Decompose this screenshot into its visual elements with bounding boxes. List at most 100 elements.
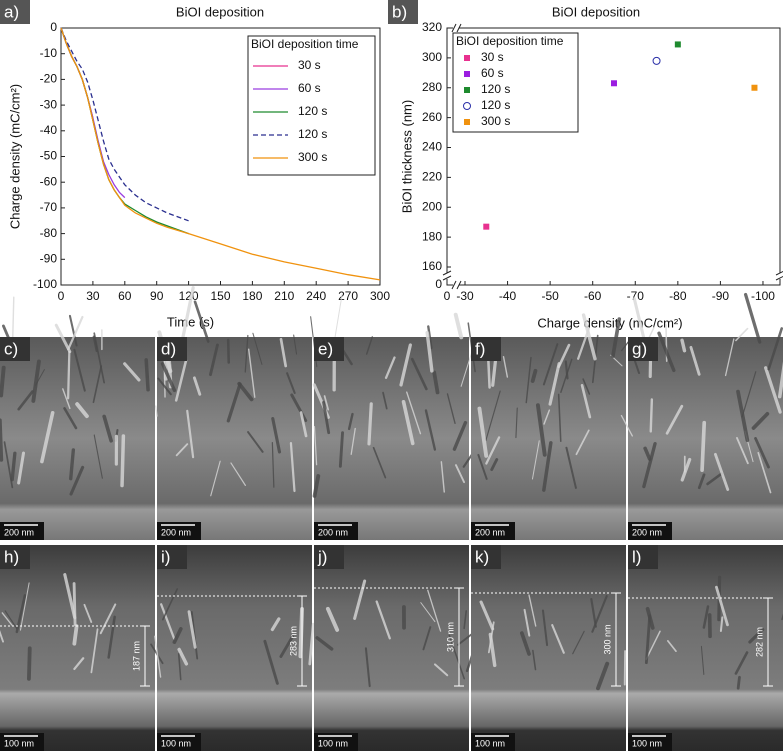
sem-flake — [252, 332, 263, 365]
x-tick-label: 120 — [179, 289, 199, 303]
panel-label-box — [628, 545, 658, 569]
data-point — [652, 56, 661, 65]
sem-flake — [515, 407, 518, 439]
sem-flake — [557, 393, 562, 443]
sem-flake — [706, 472, 723, 486]
panel-label: i) — [161, 547, 170, 566]
sem-flake — [736, 389, 750, 443]
sem-flake — [548, 362, 561, 406]
sem-flake — [160, 362, 177, 393]
sem-flake — [63, 573, 77, 620]
sem-flake — [247, 431, 264, 453]
y-tick-label: -60 — [40, 174, 58, 188]
sem-flake — [736, 436, 749, 465]
panel-label-box — [0, 0, 30, 24]
sem-image — [314, 545, 469, 751]
sem-flake — [177, 653, 182, 681]
scale-bar-box — [628, 733, 672, 751]
sem-flake — [0, 418, 4, 462]
sem-flake — [237, 381, 254, 402]
sem-flake — [157, 377, 172, 396]
scale-bar-box — [314, 522, 358, 540]
sem-flake — [63, 407, 78, 430]
sem-flake — [422, 626, 432, 651]
sem-panel: e) 200 nm — [310, 293, 478, 540]
sem-flake — [92, 365, 103, 404]
sem-flake — [754, 437, 770, 469]
sem-flake — [210, 460, 221, 497]
sem-flake — [448, 634, 466, 680]
sem-flake — [279, 635, 295, 658]
y-tick-label: 160 — [422, 259, 442, 273]
sem-flake — [271, 416, 282, 454]
sem-flake — [289, 441, 296, 493]
sem-flake — [0, 365, 6, 398]
legend-label: 120 s — [298, 127, 327, 141]
scale-bar-label: 200 nm — [318, 527, 348, 537]
sem-flake — [66, 350, 71, 400]
scale-bar-box — [628, 522, 672, 540]
x-axis-label: Charge density (mC/cm²) — [537, 315, 682, 330]
sem-flake — [174, 359, 188, 402]
sem-flake — [490, 458, 499, 472]
sem-flake — [420, 602, 436, 623]
panel-label: h) — [4, 547, 19, 566]
panel-label: l) — [632, 547, 641, 566]
sem-flake — [460, 349, 474, 387]
sem-flake — [338, 431, 344, 468]
sem-flake — [155, 405, 158, 417]
sem-image — [471, 545, 626, 751]
sem-flake — [777, 361, 783, 399]
x-tick-label: -90 — [712, 289, 730, 303]
sem-flake — [620, 414, 633, 437]
x-tick-label: 30 — [86, 289, 100, 303]
scale-bar-label: 200 nm — [632, 527, 662, 537]
y-axis-label: BiOI thickness (nm) — [399, 100, 414, 213]
sem-flake — [162, 588, 179, 621]
sem-panel: g) 200 nm — [620, 292, 783, 540]
sem-flake — [263, 639, 279, 685]
y-tick-label: 260 — [422, 110, 442, 124]
panel-label-box — [0, 337, 30, 361]
sem-flake — [67, 315, 84, 351]
sem-flake — [10, 451, 17, 482]
y-tick-label: -80 — [40, 226, 58, 240]
panel-label-box — [314, 337, 344, 361]
legend-label: 300 s — [298, 150, 327, 164]
sem-flake — [590, 597, 597, 628]
sem-flake — [645, 630, 661, 660]
thickness-label: 187 nm — [131, 641, 141, 671]
scale-bar-label: 100 nm — [161, 738, 191, 748]
scale-bar-label: 100 nm — [475, 738, 505, 748]
sem-flake — [424, 409, 437, 451]
data-point — [483, 223, 490, 230]
series-line — [60, 27, 381, 281]
sem-flake — [565, 446, 577, 489]
scale-bar-box — [0, 733, 44, 751]
thickness-bar — [454, 587, 464, 687]
sem-flake — [120, 434, 126, 488]
sem-flake — [591, 595, 608, 633]
axis-break-mark — [451, 23, 462, 33]
sem-flake — [432, 370, 440, 395]
x-tick-label: 180 — [242, 289, 262, 303]
sem-flake — [427, 325, 433, 350]
sem-flake — [596, 661, 610, 691]
sem-flake — [177, 647, 189, 666]
sem-flake — [525, 356, 532, 404]
panel-label-box — [628, 337, 658, 361]
sem-flake — [244, 334, 249, 373]
sem-flake — [689, 345, 701, 376]
sem-flake — [502, 356, 509, 378]
sem-flake — [375, 600, 391, 640]
x-tick-label: -80 — [669, 289, 687, 303]
sem-flake — [19, 582, 30, 631]
y-tick-label: -50 — [40, 149, 58, 163]
panel-label-box — [471, 337, 501, 361]
y-tick-label: 200 — [422, 199, 442, 213]
scale-bar-label: 100 nm — [632, 738, 662, 748]
scale-bar-box — [471, 522, 515, 540]
sem-flake — [270, 617, 281, 632]
x-tick-label: -30 — [456, 289, 474, 303]
sem-flake — [209, 343, 219, 377]
